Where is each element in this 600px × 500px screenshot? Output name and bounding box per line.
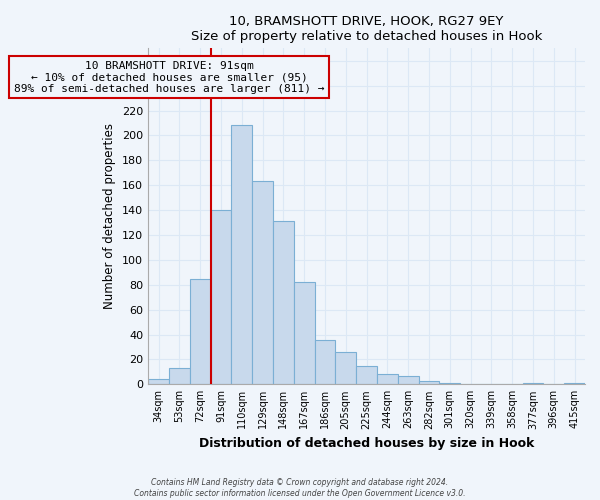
Y-axis label: Number of detached properties: Number of detached properties — [103, 124, 116, 310]
Bar — [190, 278, 211, 384]
Bar — [273, 222, 294, 384]
Bar — [439, 383, 460, 384]
X-axis label: Distribution of detached houses by size in Hook: Distribution of detached houses by size … — [199, 437, 534, 450]
Text: Contains HM Land Registry data © Crown copyright and database right 2024.
Contai: Contains HM Land Registry data © Crown c… — [134, 478, 466, 498]
Bar — [523, 383, 544, 384]
Bar — [232, 126, 252, 384]
Bar — [419, 380, 439, 384]
Bar — [211, 210, 232, 384]
Bar — [398, 376, 419, 384]
Bar — [169, 368, 190, 384]
Bar — [252, 182, 273, 384]
Bar — [294, 282, 314, 384]
Bar — [148, 380, 169, 384]
Bar — [356, 366, 377, 384]
Text: 10 BRAMSHOTT DRIVE: 91sqm
← 10% of detached houses are smaller (95)
89% of semi-: 10 BRAMSHOTT DRIVE: 91sqm ← 10% of detac… — [14, 61, 324, 94]
Bar — [335, 352, 356, 384]
Bar — [377, 374, 398, 384]
Bar — [564, 383, 585, 384]
Title: 10, BRAMSHOTT DRIVE, HOOK, RG27 9EY
Size of property relative to detached houses: 10, BRAMSHOTT DRIVE, HOOK, RG27 9EY Size… — [191, 15, 542, 43]
Bar — [314, 340, 335, 384]
